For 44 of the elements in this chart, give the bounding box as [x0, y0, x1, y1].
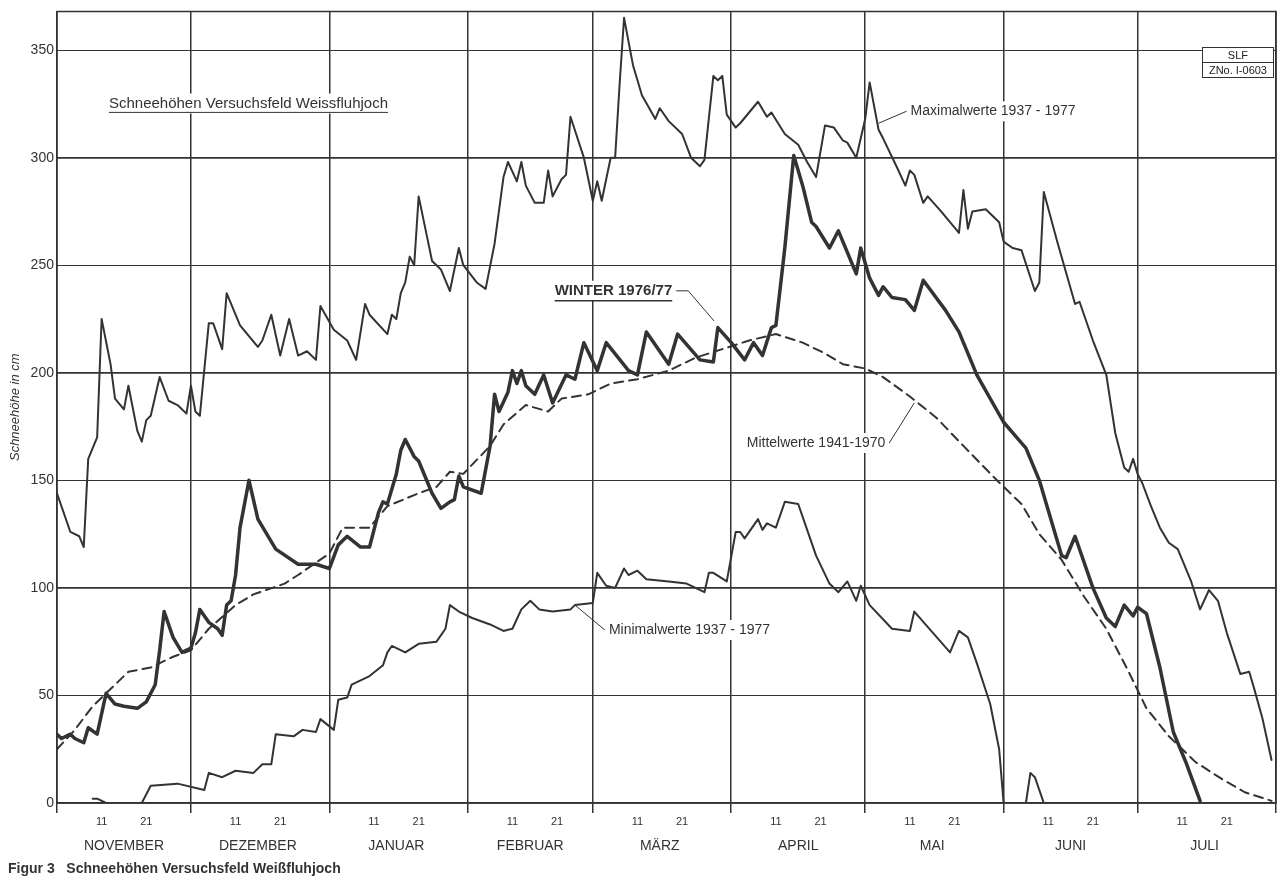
x-tick-label: 21 [274, 814, 287, 827]
x-tick-label: 11 [631, 814, 644, 827]
y-tick-label: 250 [30, 256, 55, 273]
y-tick-label: 100 [30, 578, 55, 595]
x-tick-label: 21 [814, 814, 827, 827]
x-tick-label: 21 [948, 814, 961, 827]
x-tick-label: 21 [550, 814, 564, 827]
annotation: Mittelwerte 1941-1970 [746, 433, 886, 450]
x-tick-label: 11 [904, 814, 916, 827]
x2-tick-label: JUNI [1055, 837, 1087, 854]
annotation: WINTER 1976/77 [554, 280, 673, 298]
y-tick-label: 300 [30, 148, 55, 165]
x2-tick-label: DEZEMBER [219, 837, 297, 854]
y-tick-label: 150 [30, 471, 55, 488]
x-tick-label: 11 [95, 814, 108, 827]
x-tick-label: 11 [368, 814, 380, 827]
x-tick-label: 21 [1086, 814, 1100, 827]
annotation: ZNo. I-0603 [1207, 63, 1268, 78]
x-tick-label: 11 [506, 814, 519, 827]
x2-tick-label: APRIL [777, 837, 819, 854]
x-tick-label: 21 [1220, 814, 1234, 827]
x2-tick-label: JANUAR [368, 837, 425, 854]
x-tick-label: 21 [412, 814, 425, 827]
x-tick-label: 21 [140, 814, 153, 827]
x-tick-label: 11 [1042, 814, 1054, 827]
y-tick-label: 350 [30, 40, 55, 57]
x2-tick-label: MAI [919, 837, 945, 854]
annotation: SLF [1202, 48, 1273, 64]
y-tick-label: 0 [46, 793, 55, 810]
x-tick-label: 11 [229, 814, 242, 827]
text: Schneehöhen Versuchsfeld Weissfluhjoch [108, 93, 389, 111]
x2-tick-label: JULI [1190, 837, 1219, 854]
x-tick-label: 11 [1176, 814, 1188, 827]
x-tick-label: 11 [770, 814, 782, 827]
y-tick-label: 200 [30, 363, 55, 380]
x2-tick-label: NOVEMBER [83, 837, 164, 854]
text: Figur 3 Schneehöhen Versuchsfeld Weißfluhjoch [8, 860, 341, 876]
annotation: Maximalwerte 1937 - 1977 [910, 102, 1076, 119]
x2-tick-label: MÄRZ [639, 837, 681, 854]
y-tick-label: 50 [38, 686, 55, 703]
x2-tick-label: FEBRUAR [496, 837, 564, 854]
x-tick-label: 21 [675, 814, 689, 827]
y-axis-title: Schneehöhe in cm [7, 353, 23, 462]
annotation: Minimalwerte 1937 - 1977 [608, 620, 771, 637]
